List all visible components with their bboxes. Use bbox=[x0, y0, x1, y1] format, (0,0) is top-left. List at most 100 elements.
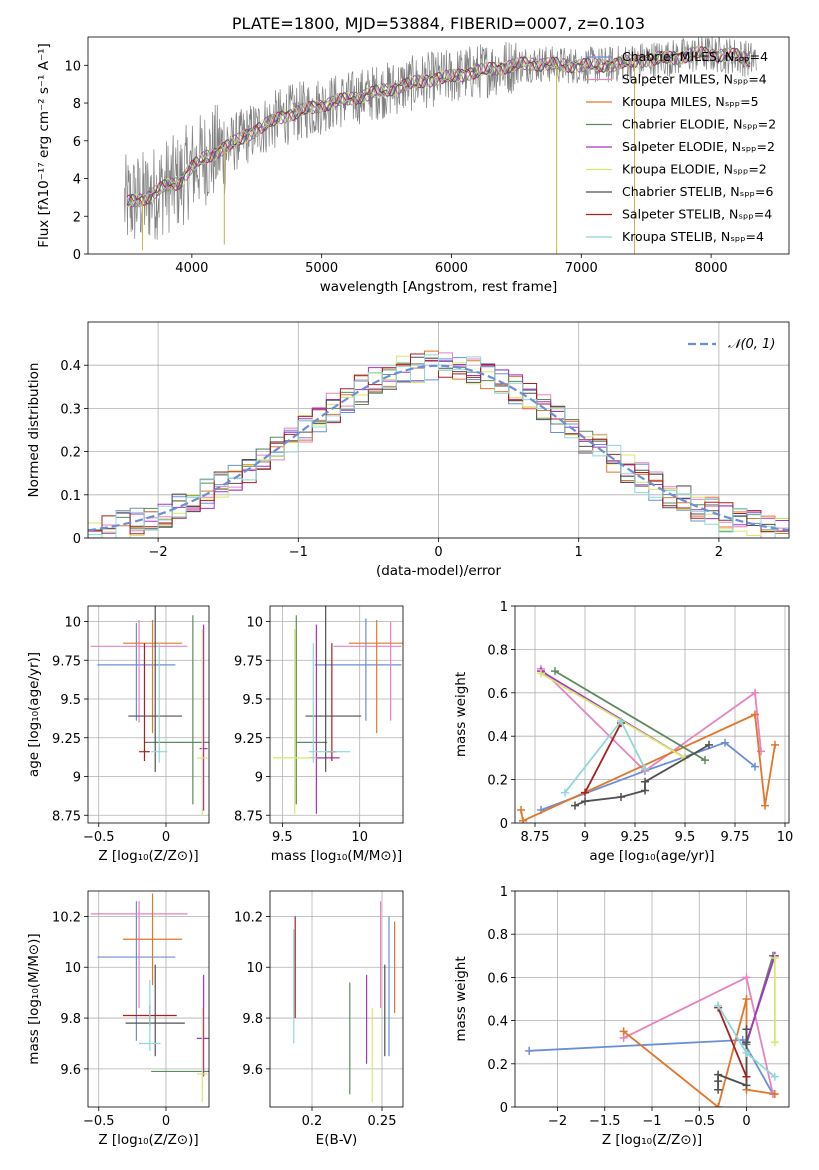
errorbar-chabrier-miles bbox=[314, 618, 402, 721]
y-tick-label: 10 bbox=[64, 616, 81, 631]
x-tick-label: 10 bbox=[777, 830, 794, 845]
y-tick-label: 0 bbox=[73, 248, 81, 263]
errorbar-chabrier-miles bbox=[97, 623, 176, 721]
y-tick-label: 1 bbox=[500, 885, 508, 900]
weight-marker bbox=[705, 740, 713, 749]
axes-frame bbox=[269, 890, 404, 1108]
y-tick-label: 9.75 bbox=[234, 654, 263, 669]
errorbar-chabrier-elodie bbox=[144, 615, 209, 805]
x-tick-label: 7000 bbox=[565, 261, 598, 276]
y-tick-label: 9.25 bbox=[234, 732, 263, 747]
weight-marker bbox=[714, 1085, 723, 1094]
y-tick-label: 9 bbox=[255, 771, 263, 786]
x-axis-label: mass [log₁₀(M/M⊙)] bbox=[271, 848, 402, 864]
x-tick-label: 8.75 bbox=[521, 830, 550, 845]
weight-marker bbox=[742, 1049, 751, 1057]
x-tick-label: −1 bbox=[642, 1114, 661, 1129]
y-tick-label: 0 bbox=[500, 1101, 508, 1116]
y-tick-label: 0.8 bbox=[487, 643, 508, 658]
axes-frame bbox=[87, 890, 210, 1108]
plot-area bbox=[90, 606, 209, 816]
x-axis-label: Z [log₁₀(Z/Z⊙)] bbox=[98, 848, 198, 864]
model-kroupa-stelib bbox=[126, 45, 751, 207]
panel-mass-weight-vs-Z: −2 −1.5 −1 −0.5 0 0 0.2 0.4 0.6 0.8 1 Z [log₁₀(Z/Z⊙… bbox=[453, 885, 790, 1148]
legend-label: 𝒩(0, 1) bbox=[728, 337, 775, 352]
x-axis-label: E(B-V) bbox=[316, 1132, 358, 1148]
legend: 𝒩(0, 1) bbox=[688, 337, 775, 352]
x-tick-label: 4000 bbox=[175, 261, 208, 276]
y-tick-label: 9.25 bbox=[52, 732, 81, 747]
gridlines bbox=[88, 891, 209, 1107]
weight-line-chabrier-miles bbox=[529, 1039, 774, 1095]
weight-marker bbox=[714, 1103, 723, 1107]
y-tick-label: 0.4 bbox=[60, 359, 81, 374]
errorbar-salpeter-stelib bbox=[327, 643, 337, 761]
weight-marker bbox=[751, 762, 759, 771]
legend: Chabrier MILES, Nₛₚₚ=4 Salpeter MILES, Nₛ… bbox=[586, 49, 776, 244]
errorbar-salpeter-miles bbox=[333, 621, 402, 721]
weight-line-kroupa-miles bbox=[520, 713, 776, 823]
plot-area bbox=[273, 606, 403, 814]
gridlines bbox=[88, 606, 209, 823]
y-tick-label: 9.6 bbox=[242, 1063, 263, 1078]
y-tick-label: 8.75 bbox=[234, 809, 263, 824]
y-tick-label: 9.5 bbox=[242, 693, 263, 708]
weight-marker bbox=[517, 805, 525, 814]
weight-line-salpeter-miles bbox=[623, 976, 774, 1095]
x-tick-label: 2 bbox=[715, 545, 723, 560]
chart-title: PLATE=1800, MJD=53884, FIBERID=0007, z=0… bbox=[232, 14, 645, 33]
errorbar-chabrier-elodie bbox=[295, 615, 328, 805]
x-axis-label: Z [log₁₀(Z/Z⊙)] bbox=[98, 1132, 198, 1148]
y-tick-label: 10 bbox=[246, 616, 263, 631]
plot-area bbox=[88, 350, 789, 538]
y-tick-label: 10 bbox=[64, 961, 81, 976]
x-tick-label: 8000 bbox=[695, 261, 728, 276]
x-axis-label: (data-model)/error bbox=[376, 563, 502, 579]
y-axis-label: mass weight bbox=[453, 956, 469, 1041]
y-tick-label: 9.8 bbox=[242, 1012, 263, 1027]
weight-marker bbox=[771, 740, 779, 749]
legend-label: Chabrier ELODIE, Nₛₚₚ=2 bbox=[622, 117, 776, 132]
plot-area bbox=[517, 664, 779, 823]
weight-marker bbox=[619, 1027, 628, 1036]
legend-label: Chabrier MILES, Nₛₚₚ=4 bbox=[622, 49, 768, 64]
x-tick-label: 0 bbox=[742, 1114, 750, 1129]
weight-marker bbox=[525, 1046, 534, 1055]
errorbar-kroupa-stelib bbox=[139, 979, 161, 1052]
errorbar-salpeter-miles bbox=[90, 901, 188, 1008]
weight-marker bbox=[519, 816, 527, 823]
y-axis-label: age [log₁₀(age/yr)] bbox=[26, 652, 42, 777]
weight-line-salpeter-elodie bbox=[745, 955, 776, 1043]
x-tick-label: −1 bbox=[289, 545, 308, 560]
y-tick-label: 6 bbox=[73, 135, 81, 150]
ticks: −2 −1 0 1 2 0 0.1 0.2 0.3 0.4 bbox=[60, 359, 723, 560]
x-tick-label: 9 bbox=[581, 830, 589, 845]
x-tick-label: −2 bbox=[548, 1114, 567, 1129]
weight-marker bbox=[641, 777, 649, 786]
ticks: 9.5 10 8.75 9 9.25 9.5 9.75 10 bbox=[234, 616, 368, 846]
errorbar-chabrier-stelib bbox=[305, 606, 362, 772]
y-tick-label: 10.2 bbox=[234, 910, 263, 925]
weight-marker bbox=[551, 667, 559, 676]
legend-label: Chabrier STELIB, Nₛₚₚ=6 bbox=[622, 184, 773, 199]
plot-area bbox=[90, 893, 209, 1102]
errorbar-salpeter-elodie bbox=[196, 974, 209, 1077]
weight-marker bbox=[751, 688, 759, 697]
y-tick-label: 0.8 bbox=[487, 928, 508, 943]
weight-line-chabrier-miles bbox=[540, 741, 756, 811]
y-axis-label: mass [log₁₀(M/M⊙)] bbox=[26, 933, 42, 1064]
errorbar-kroupa-stelib bbox=[151, 643, 168, 763]
y-tick-label: 10.2 bbox=[52, 910, 81, 925]
errorbar-kroupa-elodie bbox=[196, 1007, 208, 1102]
y-tick-label: 0.4 bbox=[487, 730, 508, 745]
y-tick-label: 9.6 bbox=[60, 1063, 81, 1078]
weight-marker bbox=[537, 669, 545, 678]
x-tick-label: 5000 bbox=[305, 261, 338, 276]
errorbar-kroupa-miles bbox=[348, 619, 403, 734]
y-tick-label: 4 bbox=[73, 173, 81, 188]
legend-label: Salpeter MILES, Nₛₚₚ=4 bbox=[622, 72, 767, 87]
errorbar-kroupa-elodie bbox=[196, 629, 208, 816]
weight-marker bbox=[761, 801, 769, 810]
x-tick-label: 0.2 bbox=[302, 1114, 323, 1129]
legend-label: Kroupa ELODIE, Nₛₚₚ=2 bbox=[622, 162, 767, 177]
